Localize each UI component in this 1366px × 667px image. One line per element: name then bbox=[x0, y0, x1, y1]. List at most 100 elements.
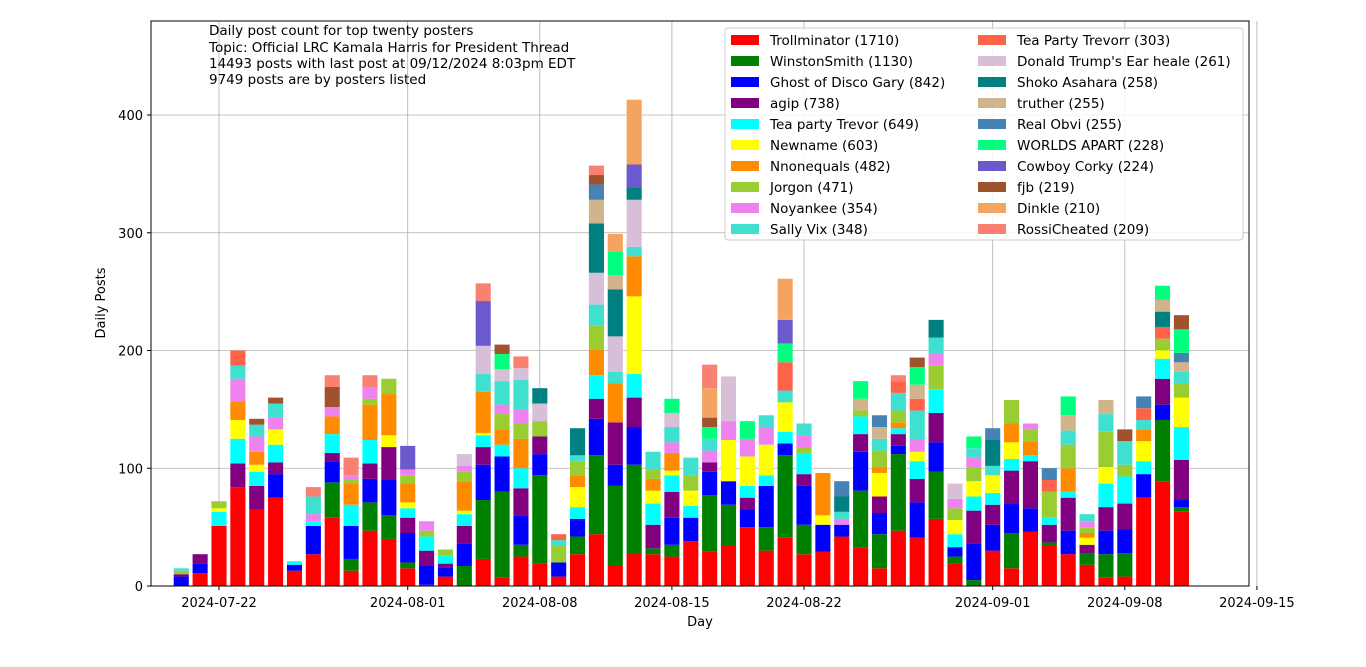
bar-segment bbox=[815, 524, 831, 552]
bar-segment bbox=[286, 564, 303, 571]
bar-segment bbox=[437, 563, 453, 568]
bar-segment bbox=[192, 554, 208, 564]
bar-segment bbox=[588, 272, 604, 305]
bar-segment bbox=[551, 540, 567, 546]
bar-segment bbox=[551, 534, 567, 541]
bar-segment bbox=[985, 550, 1001, 586]
legend-swatch bbox=[731, 203, 759, 213]
bar-segment bbox=[815, 515, 831, 525]
bar-segment bbox=[1136, 497, 1152, 586]
bar-segment bbox=[796, 474, 812, 486]
bar-segment bbox=[834, 524, 850, 537]
bar-segment bbox=[890, 445, 906, 455]
bar-segment bbox=[664, 556, 680, 586]
bar-segment bbox=[419, 536, 435, 551]
bar-segment bbox=[777, 537, 793, 586]
bar-segment bbox=[400, 502, 416, 509]
bar-segment bbox=[1041, 517, 1057, 525]
bar-segment bbox=[777, 362, 793, 391]
bar-segment bbox=[607, 485, 623, 566]
bar-segment bbox=[249, 451, 265, 465]
bar-segment bbox=[664, 452, 680, 471]
bar-segment bbox=[758, 485, 774, 528]
bar-segment bbox=[1079, 533, 1095, 538]
bar-segment bbox=[1060, 444, 1076, 469]
bar-segment bbox=[588, 455, 604, 535]
bar-segment bbox=[739, 527, 755, 587]
bar-segment bbox=[720, 421, 737, 440]
bar-segment bbox=[1060, 530, 1076, 555]
bar-segment bbox=[1022, 423, 1038, 430]
bar-segment bbox=[645, 478, 661, 491]
bar-segment bbox=[475, 345, 491, 375]
bar-segment bbox=[230, 419, 246, 439]
bar-segment bbox=[400, 568, 416, 586]
bar-segment bbox=[1022, 455, 1038, 462]
bar-segment bbox=[947, 534, 963, 548]
bar-segment bbox=[796, 452, 812, 475]
bar-segment bbox=[664, 442, 680, 453]
bar-segment bbox=[437, 555, 453, 564]
bar-segment bbox=[570, 461, 586, 476]
bar-segment bbox=[305, 514, 321, 522]
bar-segment bbox=[1173, 500, 1189, 508]
bar-segment bbox=[249, 424, 265, 437]
bar-segment bbox=[777, 443, 793, 456]
bar-segment bbox=[1060, 430, 1076, 445]
bar-segment bbox=[645, 554, 661, 586]
bar-segment bbox=[645, 524, 661, 549]
bar-segment bbox=[947, 508, 963, 521]
legend-label: Real Obvi (255) bbox=[1017, 117, 1122, 133]
bar-segment bbox=[419, 584, 435, 586]
bar-segment bbox=[343, 475, 359, 481]
bar-segment bbox=[1041, 524, 1057, 543]
bar-segment bbox=[607, 383, 623, 423]
bar-segment bbox=[777, 343, 793, 363]
x-tick-label: 2024-08-15 bbox=[634, 596, 710, 611]
bar-segment bbox=[607, 289, 623, 337]
legend-label: Shoko Asahara (258) bbox=[1017, 75, 1158, 91]
bar-segment bbox=[758, 550, 774, 586]
bar-segment bbox=[758, 415, 774, 428]
bar-segment bbox=[664, 517, 680, 545]
legend-label: Noyankee (354) bbox=[770, 201, 878, 217]
bar-segment bbox=[890, 381, 906, 393]
bar-segment bbox=[1155, 350, 1171, 359]
bar-segment bbox=[211, 508, 227, 512]
bar-segment bbox=[985, 492, 1001, 505]
bar-segment bbox=[890, 422, 906, 429]
bar-segment bbox=[607, 565, 623, 586]
bar-segment bbox=[626, 296, 642, 375]
bar-segment bbox=[1022, 508, 1038, 532]
x-tick-label: 2024-09-08 bbox=[1087, 596, 1163, 611]
bar-segment bbox=[853, 490, 869, 548]
info-line-2: Topic: Official LRC Kamala Harris for Pr… bbox=[208, 40, 569, 56]
bar-segment bbox=[570, 518, 586, 537]
bar-segment bbox=[1136, 419, 1152, 430]
bar-segment bbox=[494, 404, 510, 415]
legend-swatch bbox=[731, 161, 759, 171]
bar-segment bbox=[456, 565, 472, 586]
bar-segment bbox=[456, 514, 472, 526]
bar-segment bbox=[645, 490, 661, 504]
y-tick-label: 400 bbox=[118, 109, 143, 124]
bar-segment bbox=[437, 576, 453, 586]
bar-segment bbox=[475, 391, 491, 433]
bar-segment bbox=[532, 421, 548, 437]
bar-segment bbox=[381, 447, 397, 481]
bar-segment bbox=[1004, 399, 1020, 424]
bar-segment bbox=[456, 481, 472, 511]
bar-segment bbox=[362, 404, 378, 440]
bar-segment bbox=[513, 368, 529, 380]
legend-label: WORLDS APART (228) bbox=[1017, 138, 1164, 154]
bar-segment bbox=[758, 427, 774, 445]
bar-segment bbox=[834, 511, 850, 519]
bar-segment bbox=[890, 410, 906, 423]
bar-segment bbox=[230, 463, 246, 488]
bar-segment bbox=[966, 436, 982, 449]
bar-segment bbox=[985, 439, 1001, 466]
x-tick-label: 2024-07-22 bbox=[181, 596, 257, 611]
bar-segment bbox=[1004, 503, 1020, 534]
bar-segment bbox=[211, 501, 227, 509]
bar-segment bbox=[1155, 481, 1171, 586]
